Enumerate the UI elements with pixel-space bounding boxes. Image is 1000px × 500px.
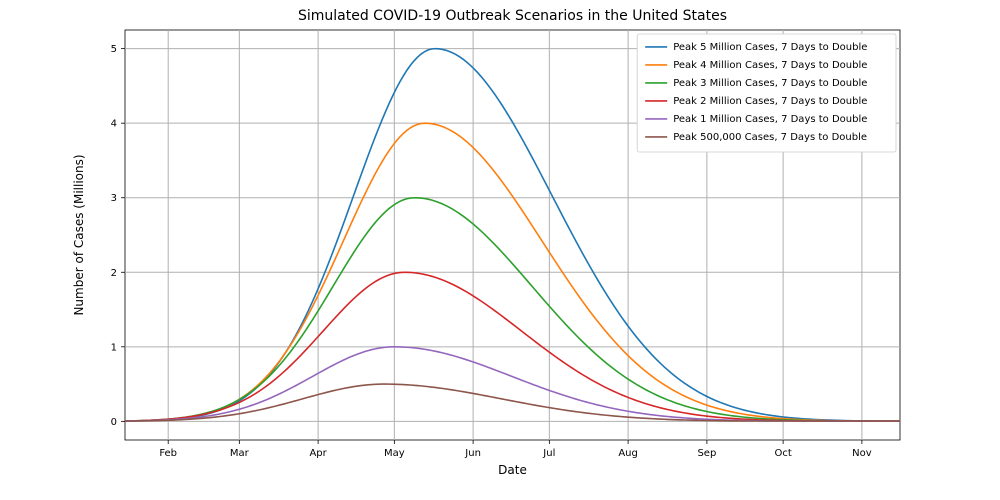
- chart-title: Simulated COVID-19 Outbreak Scenarios in…: [298, 8, 727, 24]
- legend-label: Peak 500,000 Cases, 7 Days to Double: [673, 132, 867, 143]
- y-axis-label: Number of Cases (Millions): [72, 154, 86, 315]
- x-tick-label: May: [384, 448, 405, 459]
- chart-container: Feb Mar Apr May Jun Jul Aug Sep Oct Nov 0 1 2 3 4 5 Da…: [0, 0, 1000, 500]
- y-tick-label: 2: [111, 268, 117, 279]
- y-tick-label: 5: [111, 44, 117, 55]
- y-tick-label: 3: [111, 193, 117, 204]
- x-tick-label: Mar: [230, 448, 250, 459]
- x-tick-label: Oct: [774, 448, 791, 459]
- legend-label: Peak 3 Million Cases, 7 Days to Double: [673, 78, 867, 89]
- y-tick-label: 4: [111, 119, 117, 130]
- x-tick-label: Jul: [542, 448, 555, 459]
- x-tick-label: Feb: [159, 448, 177, 459]
- y-tick-label: 0: [111, 417, 117, 428]
- legend-label: Peak 1 Million Cases, 7 Days to Double: [673, 114, 867, 125]
- x-tick-label: Aug: [618, 448, 638, 459]
- x-tick-label: Jun: [464, 448, 481, 459]
- legend-label: Peak 5 Million Cases, 7 Days to Double: [673, 42, 867, 53]
- legend-label: Peak 2 Million Cases, 7 Days to Double: [673, 96, 867, 107]
- x-axis-label: Date: [498, 463, 527, 477]
- x-tick-label: Sep: [697, 448, 716, 459]
- legend-label: Peak 4 Million Cases, 7 Days to Double: [673, 60, 867, 71]
- x-tick-label: Apr: [309, 448, 327, 459]
- y-tick-label: 1: [111, 342, 117, 353]
- legend: Peak 5 Million Cases, 7 Days to Double Pe…: [637, 34, 896, 152]
- x-tick-label: Nov: [852, 448, 872, 459]
- chart-svg: Feb Mar Apr May Jun Jul Aug Sep Oct Nov 0 1 2 3 4 5 Da…: [0, 0, 1000, 500]
